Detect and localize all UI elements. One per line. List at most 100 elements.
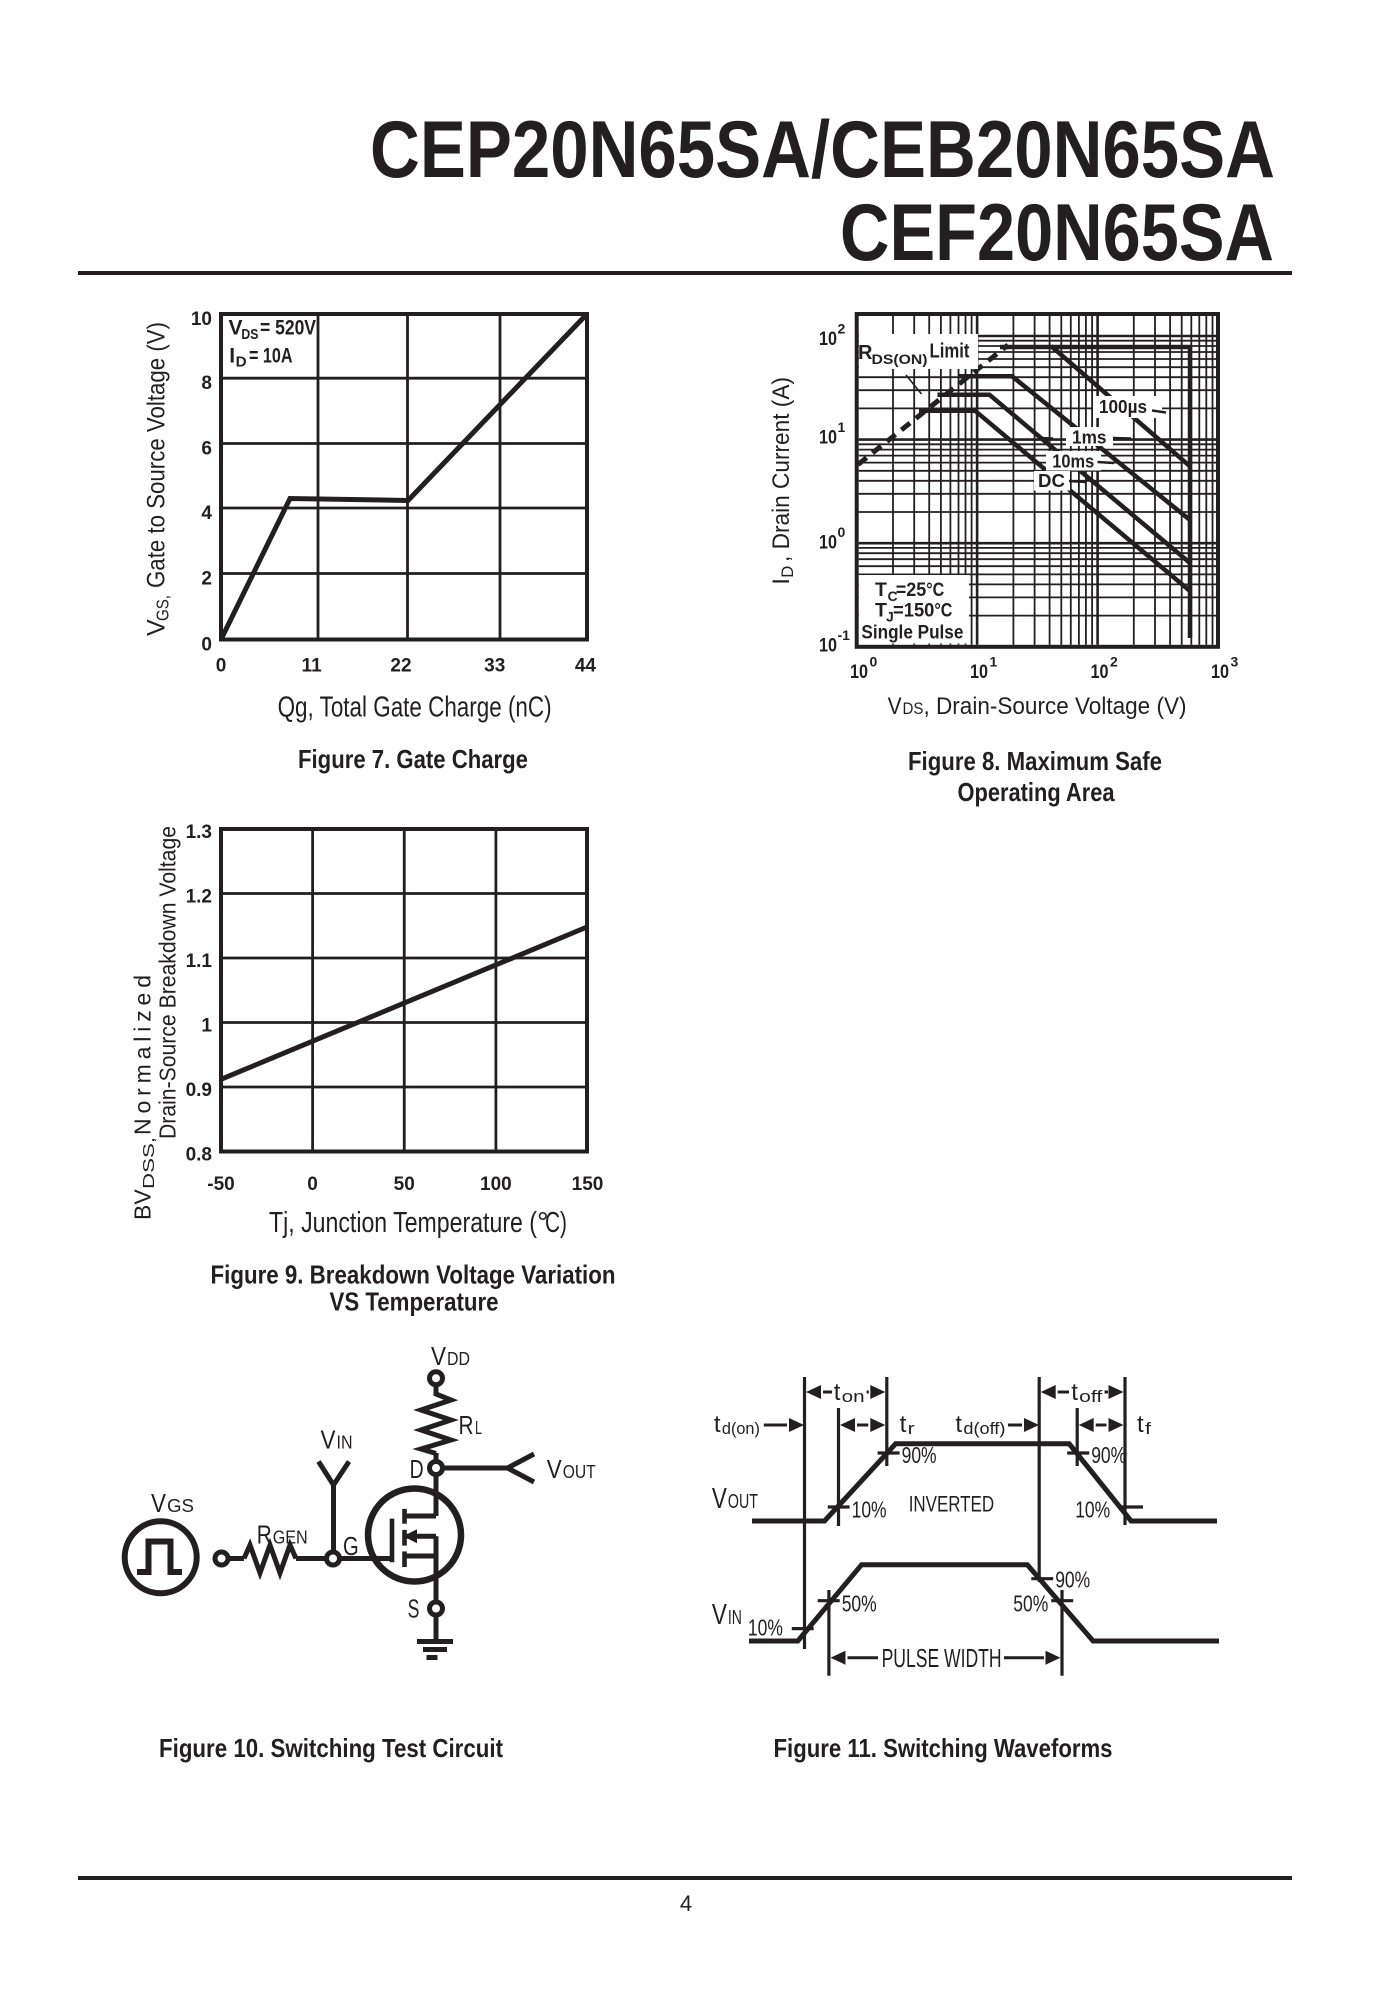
- svg-text:J: J: [886, 609, 894, 625]
- svg-text:Gate to Source Voltage (V): Gate to Source Voltage (V): [143, 322, 171, 588]
- svg-text:Operating Area: Operating Area: [958, 777, 1115, 807]
- svg-text:1.1: 1.1: [186, 951, 213, 972]
- svg-text:V: V: [229, 317, 243, 340]
- svg-text:Figure 7. Gate Charge: Figure 7. Gate Charge: [298, 744, 528, 774]
- svg-text:0: 0: [216, 656, 227, 677]
- svg-text:-1: -1: [838, 627, 851, 643]
- svg-text:Figure 9. Breakdown Voltage Va: Figure 9. Breakdown Voltage Variation: [211, 1260, 616, 1290]
- svg-text:V: V: [547, 1454, 563, 1484]
- svg-text:Figure 10. Switching Test Circ: Figure 10. Switching Test Circuit: [159, 1733, 503, 1763]
- svg-text:S: S: [408, 1594, 420, 1624]
- svg-text:33: 33: [484, 656, 505, 677]
- svg-text:Figure 11. Switching Waveforms: Figure 11. Switching Waveforms: [774, 1733, 1113, 1763]
- svg-text:8: 8: [201, 373, 212, 394]
- svg-text:10: 10: [819, 636, 837, 657]
- svg-text:IN: IN: [337, 1433, 353, 1453]
- svg-text:44: 44: [575, 656, 597, 677]
- svg-text:0: 0: [307, 1174, 318, 1195]
- svg-text:1ms: 1ms: [1072, 427, 1107, 448]
- svg-text:Limit: Limit: [930, 341, 970, 363]
- svg-text:=25: =25: [896, 579, 927, 601]
- svg-text:Tj, Junction Temperature (: Tj, Junction Temperature (: [269, 1207, 537, 1239]
- svg-text:R: R: [858, 342, 873, 364]
- svg-text:50%: 50%: [1013, 1591, 1048, 1617]
- svg-text:t: t: [900, 1411, 907, 1438]
- svg-text:C: C: [888, 588, 898, 604]
- svg-text:°: °: [537, 1207, 549, 1239]
- svg-text:CEP20N65SA/CEB20N65SA: CEP20N65SA/CEB20N65SA: [370, 105, 1275, 195]
- svg-text:6: 6: [201, 439, 212, 460]
- svg-text:CEF20N65SA: CEF20N65SA: [840, 188, 1274, 278]
- svg-text:D: D: [778, 566, 797, 578]
- svg-text:Single Pulse: Single Pulse: [861, 622, 963, 644]
- svg-text:V: V: [712, 1599, 728, 1631]
- svg-text:on: on: [842, 1387, 865, 1406]
- svg-text:10: 10: [1211, 662, 1229, 683]
- svg-text:10: 10: [850, 662, 868, 683]
- svg-text:OUT: OUT: [728, 1491, 758, 1513]
- svg-text:DS(ON): DS(ON): [872, 351, 928, 367]
- svg-text:10%: 10%: [748, 1615, 783, 1641]
- svg-text:90%: 90%: [1091, 1442, 1126, 1468]
- svg-text:d(off): d(off): [963, 1419, 1005, 1438]
- svg-text:= 520V: = 520V: [260, 317, 316, 340]
- svg-text:-50: -50: [207, 1174, 234, 1195]
- svg-text:150: 150: [572, 1174, 604, 1195]
- svg-text:Normalized: Normalized: [130, 975, 156, 1135]
- svg-text:D: D: [410, 1454, 424, 1484]
- svg-text:DC: DC: [1038, 470, 1065, 491]
- svg-text:IN: IN: [728, 1607, 742, 1629]
- svg-text:r: r: [908, 1419, 915, 1438]
- svg-text:0: 0: [870, 654, 878, 670]
- svg-text:=150: =150: [893, 600, 935, 622]
- svg-text:22: 22: [390, 656, 411, 677]
- svg-text:3: 3: [1231, 654, 1239, 670]
- svg-text:10: 10: [819, 329, 837, 350]
- svg-text:10%: 10%: [1075, 1497, 1110, 1523]
- svg-text:I: I: [229, 344, 235, 367]
- svg-text:T: T: [875, 600, 887, 622]
- svg-text:R: R: [459, 1410, 474, 1440]
- svg-text:DSS,: DSS,: [141, 1137, 158, 1189]
- svg-text:0.8: 0.8: [186, 1145, 212, 1166]
- svg-text:10ms: 10ms: [1052, 451, 1094, 472]
- svg-text:t: t: [1071, 1379, 1078, 1406]
- svg-text:4: 4: [680, 1891, 692, 1916]
- svg-text:L: L: [475, 1418, 482, 1438]
- svg-text:DD: DD: [447, 1349, 470, 1369]
- svg-text:G: G: [343, 1531, 359, 1561]
- svg-text:VS Temperature: VS Temperature: [330, 1287, 499, 1317]
- svg-text:DS: DS: [241, 326, 258, 343]
- svg-text:off: off: [1079, 1387, 1102, 1406]
- svg-text:50: 50: [394, 1174, 415, 1195]
- svg-text:1: 1: [990, 654, 998, 670]
- svg-text:0.9: 0.9: [186, 1080, 212, 1101]
- svg-text:50%: 50%: [842, 1591, 877, 1617]
- svg-text:°C: °C: [926, 579, 944, 601]
- svg-text:D: D: [236, 354, 247, 371]
- svg-text:d(on): d(on): [722, 1419, 760, 1438]
- svg-text:V: V: [151, 1488, 167, 1518]
- svg-text:0: 0: [201, 635, 212, 656]
- svg-text:4: 4: [201, 503, 212, 524]
- svg-text:INVERTED: INVERTED: [909, 1491, 994, 1516]
- svg-text:10: 10: [191, 309, 212, 330]
- svg-text:R: R: [257, 1520, 272, 1550]
- svg-text:BV: BV: [130, 1189, 156, 1220]
- svg-text:t: t: [1137, 1411, 1144, 1438]
- svg-text:t: t: [834, 1379, 841, 1406]
- svg-text:1: 1: [201, 1016, 212, 1037]
- svg-text:11: 11: [302, 656, 323, 677]
- svg-text:10: 10: [970, 662, 988, 683]
- svg-text:, Drain Current (A): , Drain Current (A): [768, 377, 795, 562]
- svg-text:V: V: [888, 693, 902, 720]
- svg-text:f: f: [1145, 1419, 1151, 1438]
- svg-text:C): C): [545, 1207, 567, 1239]
- svg-text:1.3: 1.3: [186, 822, 212, 843]
- svg-text:I: I: [768, 578, 795, 585]
- svg-text:0: 0: [838, 524, 846, 540]
- svg-text:Qg, Total Gate Charge (nC): Qg, Total Gate Charge (nC): [278, 692, 552, 724]
- svg-text:V: V: [712, 1483, 728, 1515]
- svg-text:1.2: 1.2: [186, 887, 212, 908]
- svg-text:T: T: [875, 579, 887, 601]
